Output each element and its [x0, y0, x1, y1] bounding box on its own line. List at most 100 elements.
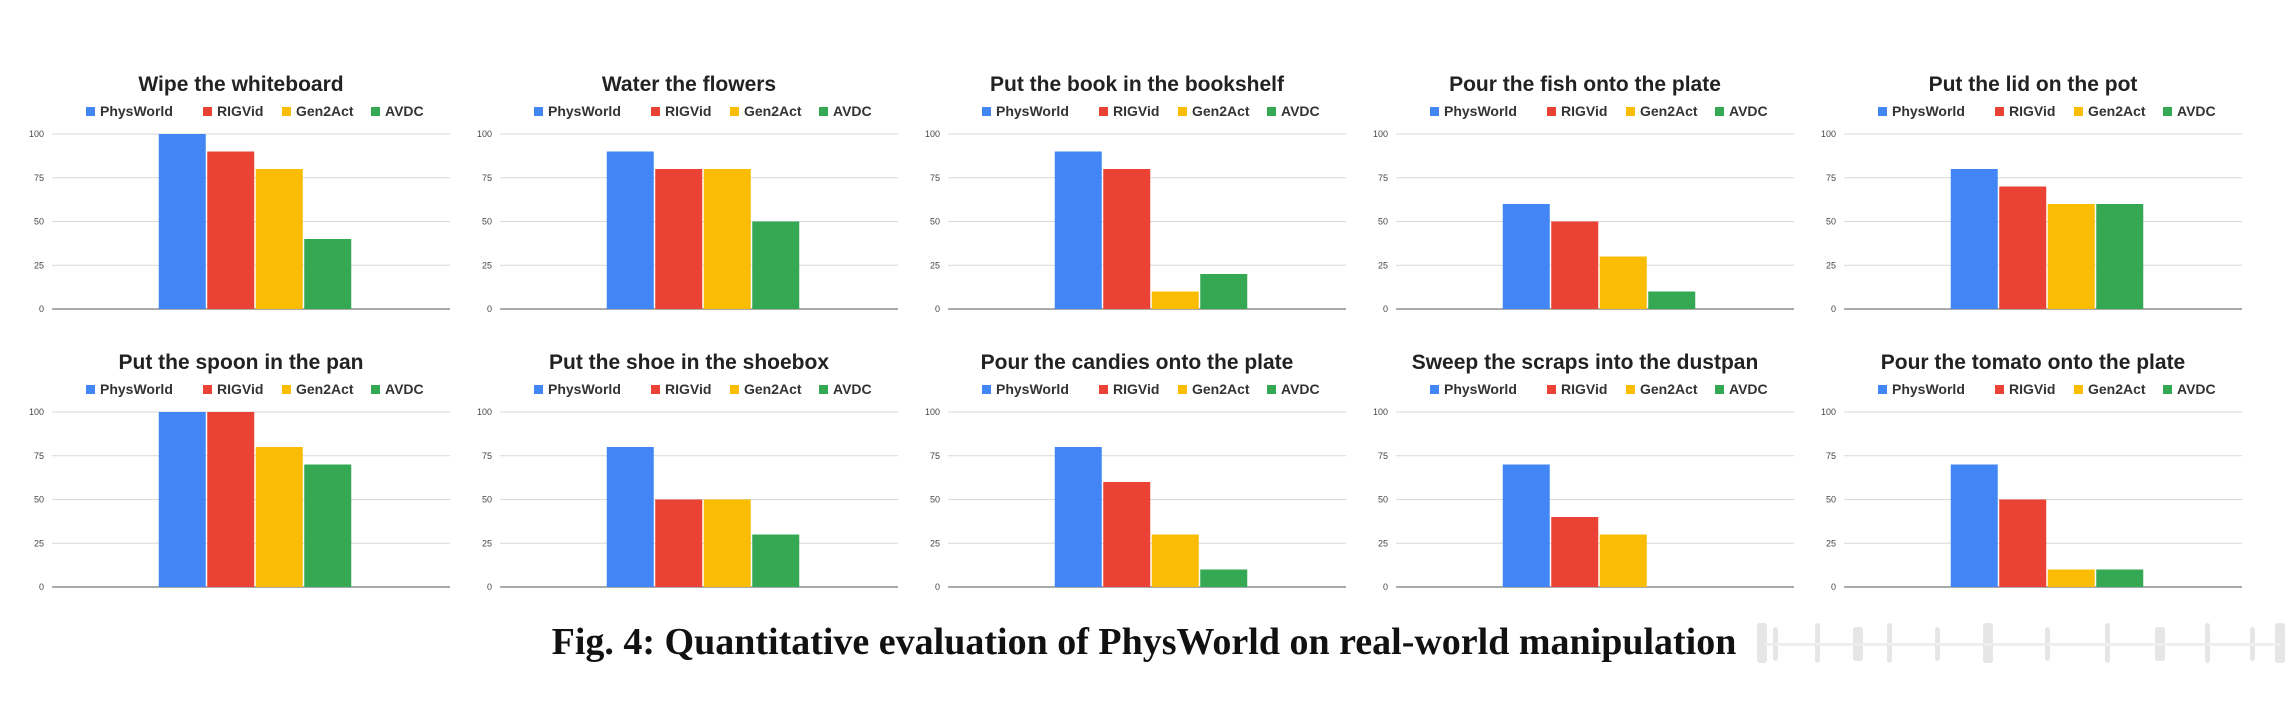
legend-swatch	[2074, 107, 2083, 116]
bar	[207, 412, 255, 587]
bar	[1950, 169, 1998, 309]
y-tick-label: 75	[1826, 173, 1836, 183]
legend-swatch	[1878, 385, 1887, 394]
legend-swatch	[86, 385, 95, 394]
legend-swatch	[2074, 385, 2083, 394]
legend-label: RIGVid	[665, 381, 711, 397]
legend-label: Gen2Act	[2088, 381, 2146, 397]
legend-label: AVDC	[833, 381, 872, 397]
caption-fade-strip	[1757, 623, 2285, 663]
bar	[2096, 569, 2144, 587]
legend-label: AVDC	[2177, 381, 2216, 397]
chart-panel: Pour the tomato onto the plate PhysWorld R…	[1821, 351, 2242, 592]
legend-swatch	[2163, 107, 2172, 116]
chart-title: Pour the tomato onto the plate	[1881, 351, 2186, 374]
legend-swatch	[282, 385, 291, 394]
y-tick-label: 75	[482, 451, 492, 461]
y-tick-label: 100	[1373, 129, 1388, 139]
y-tick-label: 100	[925, 407, 940, 417]
y-tick-label: 100	[29, 407, 44, 417]
legend-swatch	[1430, 107, 1439, 116]
y-tick-label: 0	[487, 304, 492, 314]
y-tick-label: 0	[935, 304, 940, 314]
bar	[1599, 256, 1647, 309]
bar	[655, 499, 703, 587]
bar	[304, 239, 352, 309]
legend-swatch	[371, 385, 380, 394]
figure-caption: Fig. 4: Quantitative evaluation of PhysW…	[551, 621, 1737, 663]
fade-line	[1765, 643, 2280, 646]
y-tick-label: 75	[1378, 173, 1388, 183]
y-tick-label: 50	[1378, 217, 1388, 227]
legend-label: PhysWorld	[548, 103, 621, 119]
legend-swatch	[1626, 385, 1635, 394]
bar	[1502, 464, 1550, 587]
legend-label: RIGVid	[1113, 103, 1159, 119]
y-tick-label: 50	[1378, 495, 1388, 505]
legend-swatch	[651, 385, 660, 394]
legend-swatch	[1878, 107, 1887, 116]
legend-swatch	[534, 385, 543, 394]
y-tick-label: 25	[1378, 538, 1388, 548]
legend-label: PhysWorld	[1892, 103, 1965, 119]
legend-swatch	[651, 107, 660, 116]
legend-swatch	[982, 107, 991, 116]
y-tick-label: 75	[34, 451, 44, 461]
bar	[1551, 221, 1599, 309]
legend-swatch	[1547, 385, 1556, 394]
legend-label: RIGVid	[1561, 103, 1607, 119]
bar	[1103, 482, 1151, 587]
chart-title: Put the shoe in the shoebox	[549, 351, 829, 374]
legend-swatch	[1099, 385, 1108, 394]
y-tick-label: 100	[1821, 129, 1836, 139]
y-tick-label: 0	[487, 582, 492, 592]
legend-swatch	[819, 107, 828, 116]
legend-label: RIGVid	[665, 103, 711, 119]
legend-label: AVDC	[1729, 381, 1768, 397]
chart-title: Put the spoon in the pan	[119, 351, 364, 374]
y-tick-label: 25	[930, 260, 940, 270]
bar	[1054, 151, 1102, 309]
bar	[1599, 534, 1647, 587]
legend-label: Gen2Act	[296, 381, 354, 397]
bar	[255, 169, 303, 309]
legend-label: Gen2Act	[1640, 103, 1698, 119]
legend-label: Gen2Act	[2088, 103, 2146, 119]
bar	[606, 447, 654, 587]
legend-swatch	[1547, 107, 1556, 116]
legend-swatch	[819, 385, 828, 394]
bar	[752, 534, 800, 587]
y-tick-label: 75	[930, 451, 940, 461]
y-tick-label: 25	[34, 260, 44, 270]
chart-title: Water the flowers	[602, 73, 776, 96]
y-tick-label: 75	[1826, 451, 1836, 461]
y-tick-label: 0	[1383, 304, 1388, 314]
legend-swatch	[1267, 107, 1276, 116]
legend-swatch	[1626, 107, 1635, 116]
legend-label: RIGVid	[217, 103, 263, 119]
bar	[703, 499, 751, 587]
bar	[1999, 186, 2047, 309]
legend-swatch	[1099, 107, 1108, 116]
legend-label: PhysWorld	[1444, 381, 1517, 397]
y-tick-label: 75	[1378, 451, 1388, 461]
bar	[1551, 517, 1599, 587]
y-tick-label: 0	[39, 304, 44, 314]
legend-swatch	[534, 107, 543, 116]
y-tick-label: 0	[935, 582, 940, 592]
legend-label: Gen2Act	[296, 103, 354, 119]
fade-bar	[1757, 623, 1767, 663]
y-tick-label: 25	[482, 538, 492, 548]
chart-panel: Put the spoon in the pan PhysWorld RIGVid G…	[29, 351, 450, 592]
y-tick-label: 50	[482, 217, 492, 227]
chart-panel: Put the book in the bookshelf PhysWorld RI…	[925, 73, 1346, 314]
legend-swatch	[282, 107, 291, 116]
legend-label: Gen2Act	[1192, 381, 1250, 397]
legend-label: Gen2Act	[1640, 381, 1698, 397]
y-tick-label: 100	[1373, 407, 1388, 417]
chart-panel: Put the lid on the pot PhysWorld RIGVid Gen…	[1821, 73, 2242, 314]
y-tick-label: 25	[34, 538, 44, 548]
y-tick-label: 75	[34, 173, 44, 183]
legend-label: PhysWorld	[548, 381, 621, 397]
